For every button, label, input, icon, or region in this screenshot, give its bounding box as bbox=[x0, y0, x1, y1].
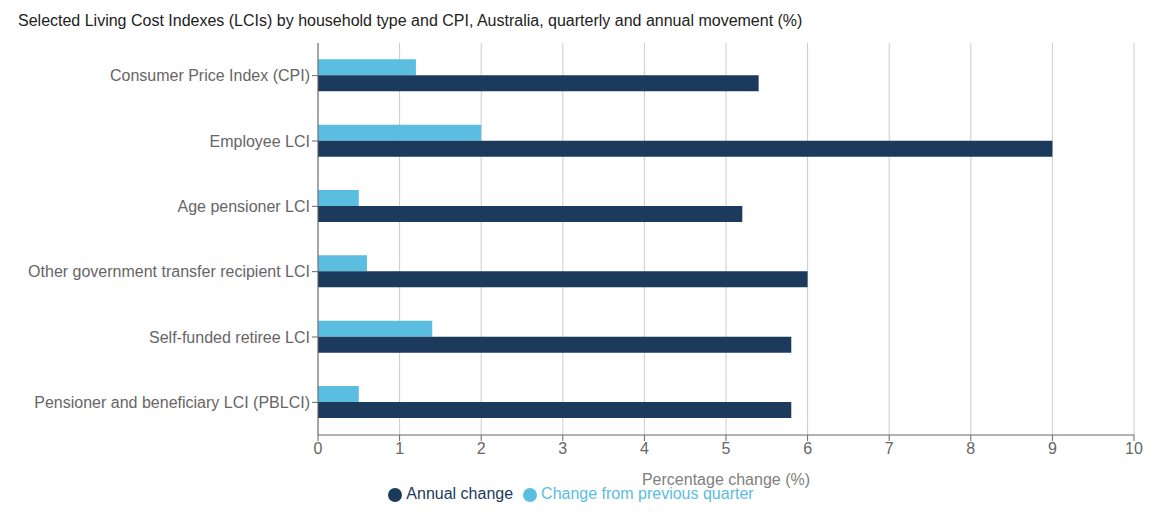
svg-text:1: 1 bbox=[395, 440, 404, 457]
svg-text:4: 4 bbox=[640, 440, 649, 457]
svg-text:8: 8 bbox=[966, 440, 975, 457]
svg-text:5: 5 bbox=[722, 440, 731, 457]
svg-text:3: 3 bbox=[558, 440, 567, 457]
html-text:Selected Living Cost Indexes (: Selected Living Cost Indexes (LCIs) by h… bbox=[18, 12, 803, 29]
svg-text:9: 9 bbox=[1048, 440, 1057, 457]
svg-text:6: 6 bbox=[803, 440, 812, 457]
html-text:Annual change: Annual change bbox=[406, 485, 514, 502]
svg-text:Consumer Price Index (CPI): Consumer Price Index (CPI) bbox=[110, 67, 310, 84]
svg-text:10: 10 bbox=[1125, 440, 1143, 457]
svg-text:Percentage change (%): Percentage change (%) bbox=[642, 471, 810, 488]
svg-text:0: 0 bbox=[314, 440, 323, 457]
svg-text:Other government transfer reci: Other government transfer recipient LCI bbox=[28, 263, 310, 280]
svg-text:Self-funded retiree LCI: Self-funded retiree LCI bbox=[149, 329, 310, 346]
html-text:Change from previous quarter: Change from previous quarter bbox=[541, 485, 754, 502]
svg-text:Pensioner and beneficiary LCI: Pensioner and beneficiary LCI (PBLCI) bbox=[34, 394, 310, 411]
svg-text:7: 7 bbox=[885, 440, 894, 457]
svg-text:Age pensioner LCI: Age pensioner LCI bbox=[177, 198, 310, 215]
svg-text:Employee LCI: Employee LCI bbox=[210, 133, 311, 150]
svg-text:2: 2 bbox=[477, 440, 486, 457]
